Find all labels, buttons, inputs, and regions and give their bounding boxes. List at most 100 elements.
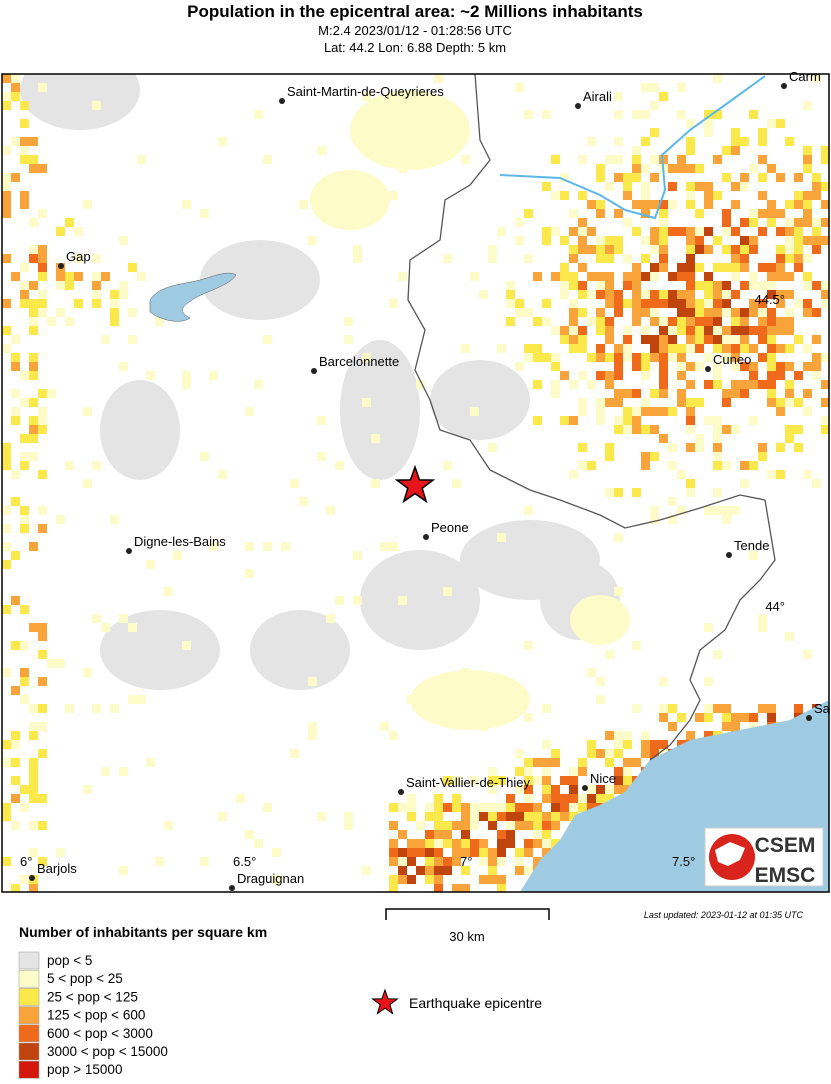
population-cell: [443, 866, 452, 875]
population-cell: [785, 317, 794, 326]
population-cell: [821, 380, 829, 389]
population-cell: [551, 380, 560, 389]
population-cell: [740, 380, 749, 389]
population-cell: [29, 623, 38, 632]
population-cell: [623, 353, 632, 362]
legend-swatch: [18, 988, 40, 1006]
population-cell: [623, 389, 632, 398]
population-cell: [371, 479, 380, 488]
population-cell: [488, 866, 497, 875]
population-cell: [524, 344, 533, 353]
population-cell: [749, 380, 758, 389]
population-cell: [659, 299, 668, 308]
population-cell: [596, 200, 605, 209]
population-cell: [515, 83, 524, 92]
population-cell: [308, 722, 317, 731]
population-cell: [524, 110, 533, 119]
population-cell: [101, 272, 110, 281]
population-cell: [767, 344, 776, 353]
population-cell: [20, 191, 29, 200]
population-cell: [20, 299, 29, 308]
population-cell: [533, 803, 542, 812]
population-cell: [749, 551, 758, 560]
population-cell: [641, 83, 650, 92]
population-cell: [641, 335, 650, 344]
population-cell: [29, 794, 38, 803]
population-cell: [11, 74, 20, 83]
population-cell: [776, 209, 785, 218]
population-cell: [308, 236, 317, 245]
population-cell: [722, 461, 731, 470]
population-cell: [713, 344, 722, 353]
population-cell: [452, 857, 461, 866]
population-cell: [65, 281, 74, 290]
population-cell: [758, 209, 767, 218]
population-cell: [38, 299, 47, 308]
population-cell: [695, 434, 704, 443]
population-cell: [686, 272, 695, 281]
population-cell: [2, 506, 11, 515]
population-cell: [623, 299, 632, 308]
population-cell: [74, 254, 83, 263]
population-cell: [578, 344, 587, 353]
population-cell: [677, 263, 686, 272]
population-cell: [569, 416, 578, 425]
population-cell: [722, 299, 731, 308]
population-cell: [56, 281, 65, 290]
population-cell: [497, 812, 506, 821]
population-cell: [29, 776, 38, 785]
population-cell: [533, 272, 542, 281]
population-cell: [659, 92, 668, 101]
population-raster: [2, 74, 829, 892]
population-cell: [497, 875, 506, 884]
population-cell: [596, 272, 605, 281]
population-cell: [614, 209, 623, 218]
population-cell: [794, 704, 803, 713]
population-cell: [785, 272, 794, 281]
population-cell: [488, 812, 497, 821]
population-cell: [704, 227, 713, 236]
population-cell: [38, 83, 47, 92]
population-cell: [524, 848, 533, 857]
population-cell: [731, 137, 740, 146]
population-cell: [659, 218, 668, 227]
population-cell: [2, 461, 11, 470]
population-cell: [623, 776, 632, 785]
population-cell: [29, 785, 38, 794]
population-cell: [614, 416, 623, 425]
population-cell: [803, 344, 812, 353]
graticule-label: 6.5°: [233, 854, 256, 869]
population-cell: [506, 290, 515, 299]
population-cell: [749, 416, 758, 425]
population-cell: [668, 290, 677, 299]
population-cell: [398, 848, 407, 857]
population-cell: [317, 812, 326, 821]
population-cell: [605, 299, 614, 308]
population-cell: [758, 281, 767, 290]
population-cell: [722, 353, 731, 362]
population-cell: [443, 803, 452, 812]
population-cell: [605, 155, 614, 164]
population-cell: [497, 227, 506, 236]
population-cell: [668, 317, 677, 326]
population-cell: [587, 614, 596, 623]
population-cell: [587, 200, 596, 209]
population-cell: [407, 92, 416, 101]
population-cell: [632, 173, 641, 182]
population-cell: [713, 380, 722, 389]
population-cell: [605, 650, 614, 659]
population-cell: [686, 236, 695, 245]
subtitle: M:2.4 2023/01/12 - 01:28:56 UTC: [318, 23, 512, 38]
population-cell: [686, 416, 695, 425]
population-cell: [731, 128, 740, 137]
population-cell: [758, 173, 767, 182]
population-cell: [668, 272, 677, 281]
population-cell: [758, 137, 767, 146]
population-cell: [479, 812, 488, 821]
population-cell: [542, 317, 551, 326]
population-cell: [821, 155, 829, 164]
population-cell: [731, 290, 740, 299]
population-cell: [569, 326, 578, 335]
population-cell: [596, 407, 605, 416]
population-cell: [650, 236, 659, 245]
